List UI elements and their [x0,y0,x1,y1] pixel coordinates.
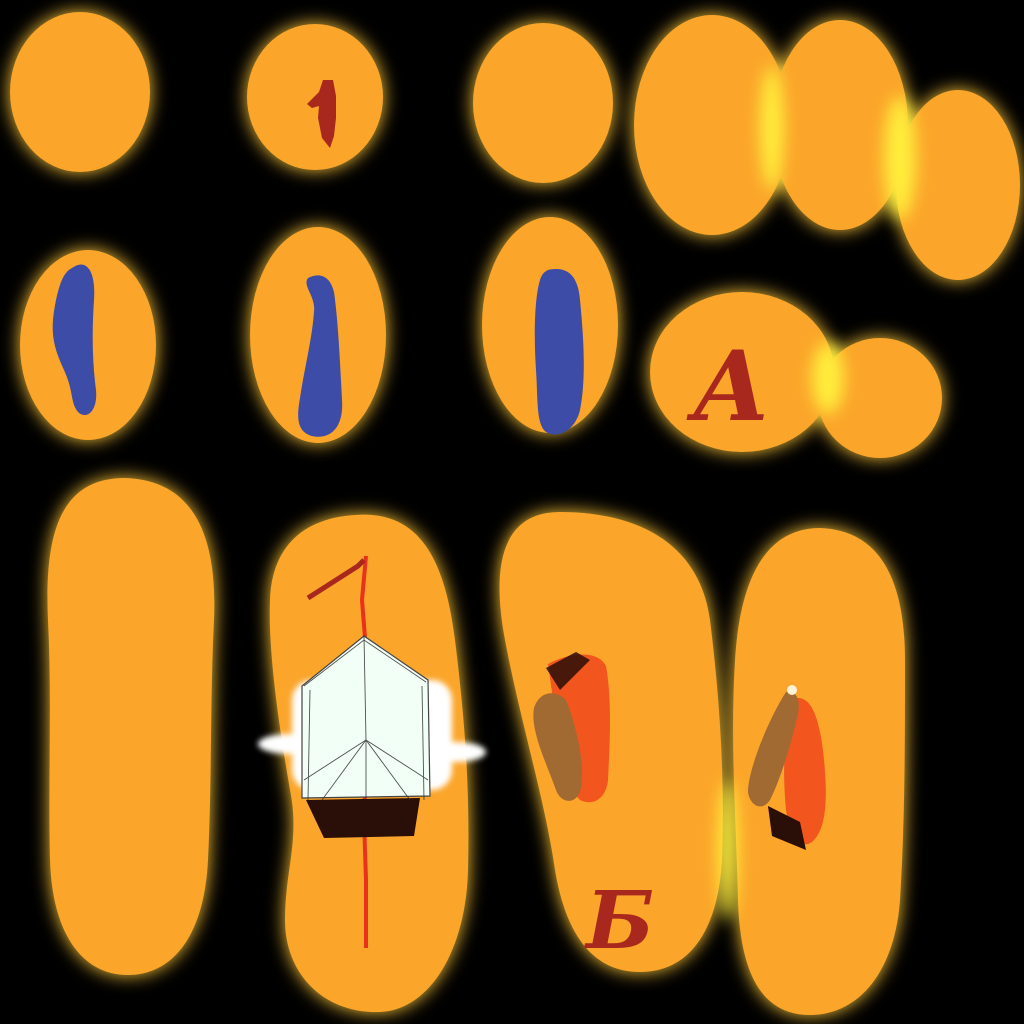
blob-r3-c1 [47,478,215,975]
red-diagonal-mark [306,558,366,601]
seam-highlight-3 [812,342,844,414]
white-dot-right [787,685,797,695]
orange-red-patch-left [548,654,610,803]
blue-stripe-1 [52,264,97,416]
shield-sketch-line-8 [303,639,427,687]
shield-sketch-line-6 [307,689,311,801]
letter-b-label: Б [584,873,654,967]
patch-group-right [748,685,826,850]
numeral-one-icon [307,80,336,148]
blob-r1-c4b [772,20,908,230]
brown-patch-right [748,691,799,807]
shield-sketch-line-3 [365,739,411,801]
shield-sketch-line-7 [421,685,425,801]
brown-patch-left [533,693,583,801]
letter-a-label: A [686,330,768,443]
blob-r3-c3 [499,512,723,972]
seam-highlight-2 [884,96,916,220]
dark-edge-left [546,652,590,690]
blob-r1-c4c [896,90,1020,280]
blob-r1-c4a [634,15,790,235]
seam-highlight-1 [760,66,784,190]
blob-r2-c4a [650,292,834,452]
blob-r2-c4b [818,338,942,458]
blob-r1-c1 [10,12,150,172]
shield-sketch-icon [258,555,486,948]
blue-stripe-3 [534,269,584,435]
shield-sketch-line-4 [303,739,367,781]
dark-edge-right [768,806,806,850]
patch-group-left [533,652,610,803]
blue-stripe-2 [298,275,343,437]
seam-highlight-4 [718,780,738,920]
blob-r1-c3 [473,23,613,183]
shield-sketch-line-5 [365,739,429,781]
shield-sketch-line-2 [321,739,367,801]
shield-dark-base [306,798,420,838]
orange-red-patch-right [784,697,826,845]
